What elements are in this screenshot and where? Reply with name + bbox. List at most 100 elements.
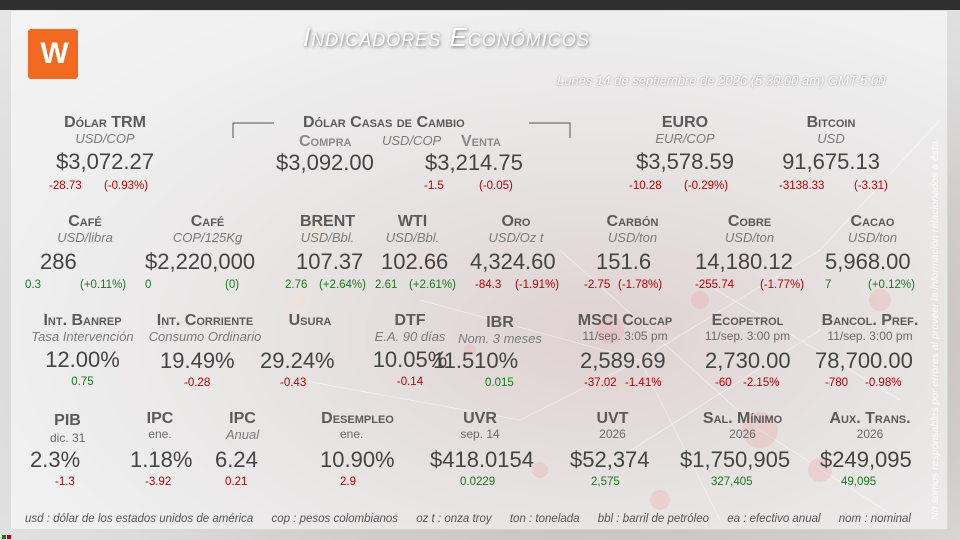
indicator-value-cafe-cop: $2,220,000 — [145, 249, 256, 274]
indicator-int-banrep: Int. Banrep Tasa Intervención 12.00% 0.7… — [25, 312, 140, 388]
indicator-salario-minimo: Sal. Mínimo 2026 — [680, 410, 805, 441]
indicator-change: -2.75 — [584, 279, 611, 291]
indicator-value: 10.05% — [372, 347, 448, 372]
indicator-unit: USD/Bbl. — [385, 230, 440, 245]
indicator-change: 0.21 — [225, 476, 248, 488]
indicator-unit: USD/ton — [847, 230, 898, 245]
indicator-change: -28.73 — [49, 180, 82, 192]
indicator-value-msci: 2,589.69 — [580, 348, 666, 373]
venta-value: $3,214.75 — [425, 150, 523, 175]
indicator-label: Int. Banrep — [43, 312, 122, 329]
indicator-change: -0.14 — [396, 376, 424, 388]
indicator-ecopetrol: Ecopetrol 11/sep. 3:00 pm — [695, 312, 800, 343]
indicator-change: 2.61 — [375, 279, 398, 291]
indicator-change: -780 — [825, 377, 849, 389]
indicator-value-uvt: $52,374 — [570, 447, 650, 472]
indicator-value-aux-transporte: $249,095 — [820, 447, 912, 472]
venta-label: Venta — [461, 133, 501, 150]
indicator-cafe-cop: Café COP/125Kg — [150, 213, 265, 245]
compra-value: $3,092.00 — [276, 150, 374, 175]
indicator-label: Dólar TRM — [64, 114, 146, 131]
indicator-label: IPC — [229, 410, 256, 427]
indicator-unit: USD — [817, 131, 845, 146]
indicator-bitcoin: Bitcoin USD 91,675.13 — [765, 114, 897, 175]
indicator-change: 2,575 — [591, 476, 620, 488]
indicator-change: 327,405 — [711, 476, 753, 488]
indicator-change-pct: (+2.61%) — [409, 279, 456, 291]
glossary-item: nom : nominal — [838, 513, 911, 525]
page-title: Indicadores Económicos — [303, 22, 590, 52]
indicator-cobre: Cobre USD/ton — [712, 213, 787, 245]
indicator-label: Carbón — [606, 213, 659, 230]
casas-label: Dólar Casas de Cambio — [303, 114, 465, 131]
indicator-uvt: UVT 2026 — [570, 410, 655, 441]
indicator-change: 0 — [145, 279, 152, 291]
glossary-item: bbl : barril de petróleo — [597, 513, 709, 525]
indicator-unit: USD/Bbl. — [300, 230, 355, 245]
indicator-wti: WTI USD/Bbl. — [380, 213, 445, 245]
indicator-unit: USD/ton — [607, 230, 658, 245]
date-time: Lunes 14 de septiembre de 2026 (5:30:00 … — [557, 73, 886, 88]
indicator-pib: PIB — [45, 412, 90, 429]
indicator-desempleo: Desempleo ene. — [305, 410, 410, 441]
brand-logo-icon: W — [28, 29, 78, 79]
indicator-value: $3,072.27 — [56, 149, 154, 174]
indicator-period: ene. — [340, 427, 364, 441]
indicator-change-pct: (-0.29%) — [684, 180, 729, 192]
indicator-value-salario-minimo: $1,750,905 — [680, 447, 791, 472]
indicator-change: -3138.33 — [779, 180, 825, 192]
indicator-unit: USD/Oz t — [488, 230, 544, 245]
indicator-dtf: DTF E.A. 90 días 10.05% -0.14 — [365, 312, 455, 388]
indicator-label: Bancol. Pref. — [821, 312, 919, 329]
main-panel — [10, 10, 948, 530]
indicator-period: 2026 — [729, 427, 756, 441]
indicator-value-brent: 107.37 — [296, 249, 364, 274]
indicator-change: -0.43 — [280, 377, 307, 389]
indicator-change: -255.74 — [695, 279, 735, 291]
glossary-item: usd : dólar de los estados unidos de amé… — [25, 513, 254, 525]
indicator-period: sep. 14 — [460, 427, 500, 441]
indicator-change-pct: (-1.91%) — [515, 279, 560, 291]
glossary-item: cop : pesos colombianos — [271, 513, 399, 525]
indicator-label: Oro — [501, 213, 531, 230]
indicator-label: Cobre — [727, 213, 772, 230]
indicator-value-usura: 29.24% — [260, 348, 335, 373]
indicator-value-bancol: 78,700.00 — [815, 348, 913, 373]
indicator-label: Sal. Mínimo — [702, 410, 783, 427]
indicator-change-pct: -2.15% — [743, 377, 780, 389]
indicator-unit: USD/COP — [75, 131, 135, 146]
indicator-change-pct: (+2.64%) — [319, 279, 366, 291]
indicator-ipc-anual: IPC Anual — [215, 410, 270, 442]
indicator-brent: BRENT USD/Bbl. — [290, 213, 365, 245]
indicator-timestamp: 11/sep. 3:05 pm — [582, 329, 668, 343]
casas-bracket — [232, 122, 571, 138]
indicator-value-carbon: 151.6 — [596, 249, 652, 274]
indicator-label: UVR — [463, 410, 497, 427]
indicator-period: Anual — [225, 427, 260, 442]
indicator-value-cacao: 5,968.00 — [825, 249, 911, 274]
indicator-value: 12.00% — [45, 347, 120, 372]
indicator-label: Ecopetrol — [711, 312, 784, 329]
glossary-item: ton : tonelada — [509, 513, 580, 525]
indicator-period: 2026 — [856, 427, 884, 441]
indicator-unit: E.A. 90 días — [374, 329, 446, 344]
indicator-change: -84.3 — [475, 279, 502, 291]
compra-label: Compra — [299, 133, 352, 150]
indicator-change: 0.75 — [71, 376, 94, 388]
indicator-label: Café — [68, 213, 102, 230]
indicator-unit: USD/libra — [57, 230, 113, 245]
indicator-bancol-pref: Bancol. Pref. 11/sep. 3:00 pm — [810, 312, 930, 343]
indicator-msci-colcap: MSCI Colcap 11/sep. 3:05 pm — [565, 312, 685, 343]
indicator-change: 7 — [825, 279, 832, 291]
indicator-change: 0.0229 — [460, 476, 496, 488]
indicator-carbon: Carbón USD/ton — [595, 213, 670, 245]
indicator-int-corriente: Int. Corriente Consumo Ordinario — [140, 312, 270, 344]
indicator-label: IPC — [146, 410, 174, 427]
indicator-aux-transporte: Aux. Trans. 2026 — [815, 410, 925, 441]
indicator-change: 0.015 — [485, 377, 514, 389]
indicator-label: UVT — [596, 410, 629, 427]
indicator-euro: EURO EUR/COP $3,578.59 — [620, 114, 750, 175]
flag-indicator-icon — [2, 535, 11, 539]
indicator-label: EURO — [661, 114, 709, 131]
